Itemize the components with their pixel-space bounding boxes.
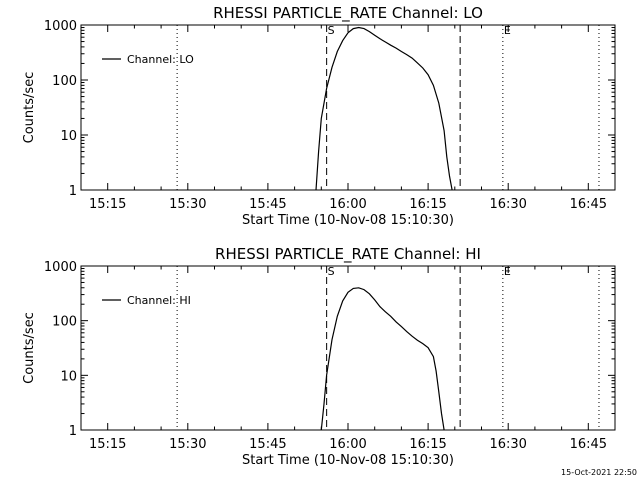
chart-title: RHESSI PARTICLE_RATE Channel: HI [215, 245, 481, 264]
panel-lo: S E 1 10 100 1000 15:15 15:30 15:45 16:00 16:15 16:… [22, 4, 616, 228]
x-tick-label: 15:15 [89, 197, 126, 212]
vline-label-S: S [328, 24, 335, 37]
x-tick-label: 15:15 [89, 437, 126, 452]
legend-entry: Channel: LO [127, 53, 194, 66]
x-tick-label: 15:30 [169, 437, 206, 452]
y-tick-label: 1 [69, 184, 77, 199]
vline-label-S: S [328, 265, 335, 278]
y-axis-label: Counts/sec [22, 72, 37, 144]
x-tick-label: 16:00 [329, 197, 366, 212]
vline-label-E: E [504, 265, 511, 278]
plot-frame [80, 24, 616, 191]
series-line-1-0 [320, 287, 445, 431]
x-tick-label: 15:30 [169, 197, 206, 212]
x-tick-label: 16:30 [489, 437, 526, 452]
y-tick-label: 1 [69, 424, 77, 439]
x-axis-label: Start Time (10-Nov-08 15:10:30) [242, 453, 454, 468]
y-tick-label: 100 [52, 315, 77, 330]
legend-entry: Channel: HI [127, 294, 191, 307]
y-tick-label: 1000 [44, 19, 77, 34]
x-tick-label: 16:30 [489, 197, 526, 212]
y-tick-label: 10 [60, 369, 77, 384]
x-tick-label: 16:15 [409, 197, 446, 212]
footer-timestamp: 15-Oct-2021 22:50 [561, 468, 637, 477]
y-tick-label: 1000 [44, 260, 77, 275]
x-axis-label: Start Time (10-Nov-08 15:10:30) [242, 213, 454, 228]
y-axis-label: Counts/sec [22, 312, 37, 384]
series-line-0-0 [315, 26, 453, 191]
x-tick-label: 16:45 [570, 197, 607, 212]
x-tick-label: 15:45 [249, 437, 286, 452]
y-tick-label: 100 [52, 74, 77, 89]
x-tick-label: 16:45 [570, 437, 607, 452]
x-tick-label: 16:15 [409, 437, 446, 452]
x-tick-label: 16:00 [329, 437, 366, 452]
panel-hi: S E 1 10 100 1000 15:15 15:30 15:45 16:00 16:15 16:… [22, 245, 616, 468]
chart-title: RHESSI PARTICLE_RATE Channel: LO [213, 4, 483, 23]
plot-frame [80, 265, 616, 431]
vline-label-E: E [504, 24, 511, 37]
x-tick-label: 15:45 [249, 197, 286, 212]
y-tick-label: 10 [60, 129, 77, 144]
